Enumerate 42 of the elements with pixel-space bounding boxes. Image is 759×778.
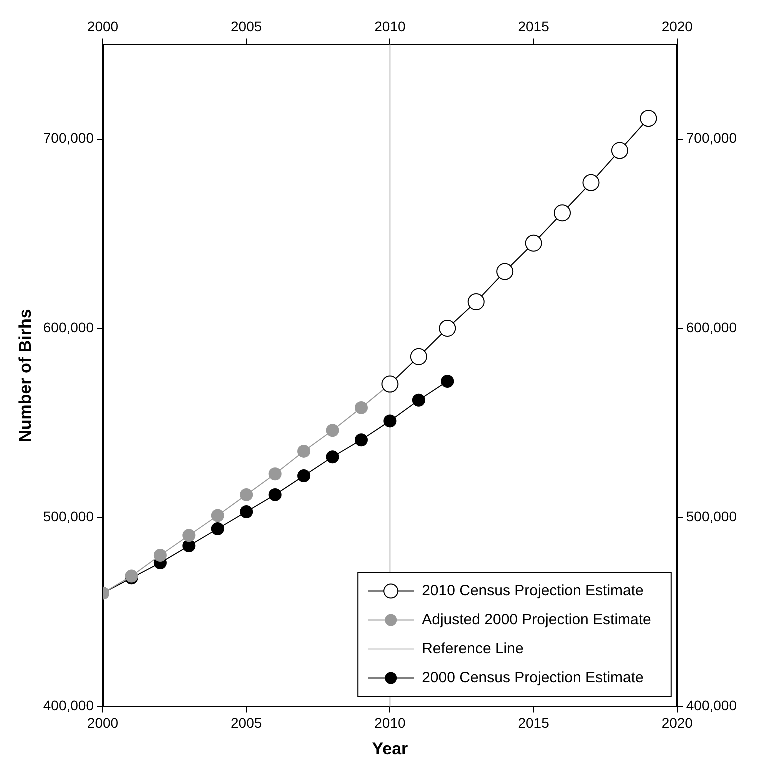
x-tick-label: 2000 <box>87 715 119 732</box>
point <box>441 374 454 388</box>
y-tick-label: 600,000 <box>43 319 94 336</box>
point <box>384 414 397 428</box>
point <box>354 401 368 414</box>
x2-tick-label: 2015 <box>518 18 550 34</box>
legend-label: Adjusted 2000 Projection Estimate <box>422 611 652 628</box>
x-tick-label: 2005 <box>231 715 262 732</box>
point <box>326 424 340 438</box>
y-tick-label: 700,000 <box>43 130 94 146</box>
y-tick-label: 500,000 <box>43 508 94 525</box>
y-tick-label: 400,000 <box>43 698 94 714</box>
point <box>268 468 282 481</box>
point <box>182 540 196 553</box>
x-axis-title: Year <box>372 739 409 758</box>
y2-tick-label: 400,000 <box>686 698 738 714</box>
point <box>211 509 224 522</box>
point <box>412 394 426 407</box>
point <box>154 548 167 562</box>
point <box>240 488 254 502</box>
point <box>298 470 311 483</box>
point <box>354 434 368 447</box>
y2-tick-label: 600,000 <box>686 319 738 336</box>
legend-label: 2000 Census Projection Estimate <box>422 669 644 686</box>
legend-label: 2010 Census Projection Estimate <box>422 582 644 600</box>
x2-tick-label: 2005 <box>231 18 262 34</box>
y2-tick-label: 700,000 <box>686 130 738 146</box>
ref-line-label: Reference Line <box>422 640 524 658</box>
x-tick-label: 2010 <box>374 715 406 732</box>
x-tick-label: 2020 <box>662 715 694 732</box>
x2-tick-label: 2010 <box>374 18 406 34</box>
y-axis-title: Number of Birhs <box>16 309 35 442</box>
y2-tick-label: 500,000 <box>686 508 738 525</box>
point <box>240 505 254 518</box>
x-tick-label: 2015 <box>518 715 550 732</box>
point <box>268 488 282 502</box>
point <box>182 529 196 542</box>
point <box>211 522 224 536</box>
x2-tick-label: 2000 <box>87 18 119 34</box>
x2-tick-label: 2020 <box>662 18 694 34</box>
point <box>326 450 340 464</box>
point <box>298 444 311 458</box>
